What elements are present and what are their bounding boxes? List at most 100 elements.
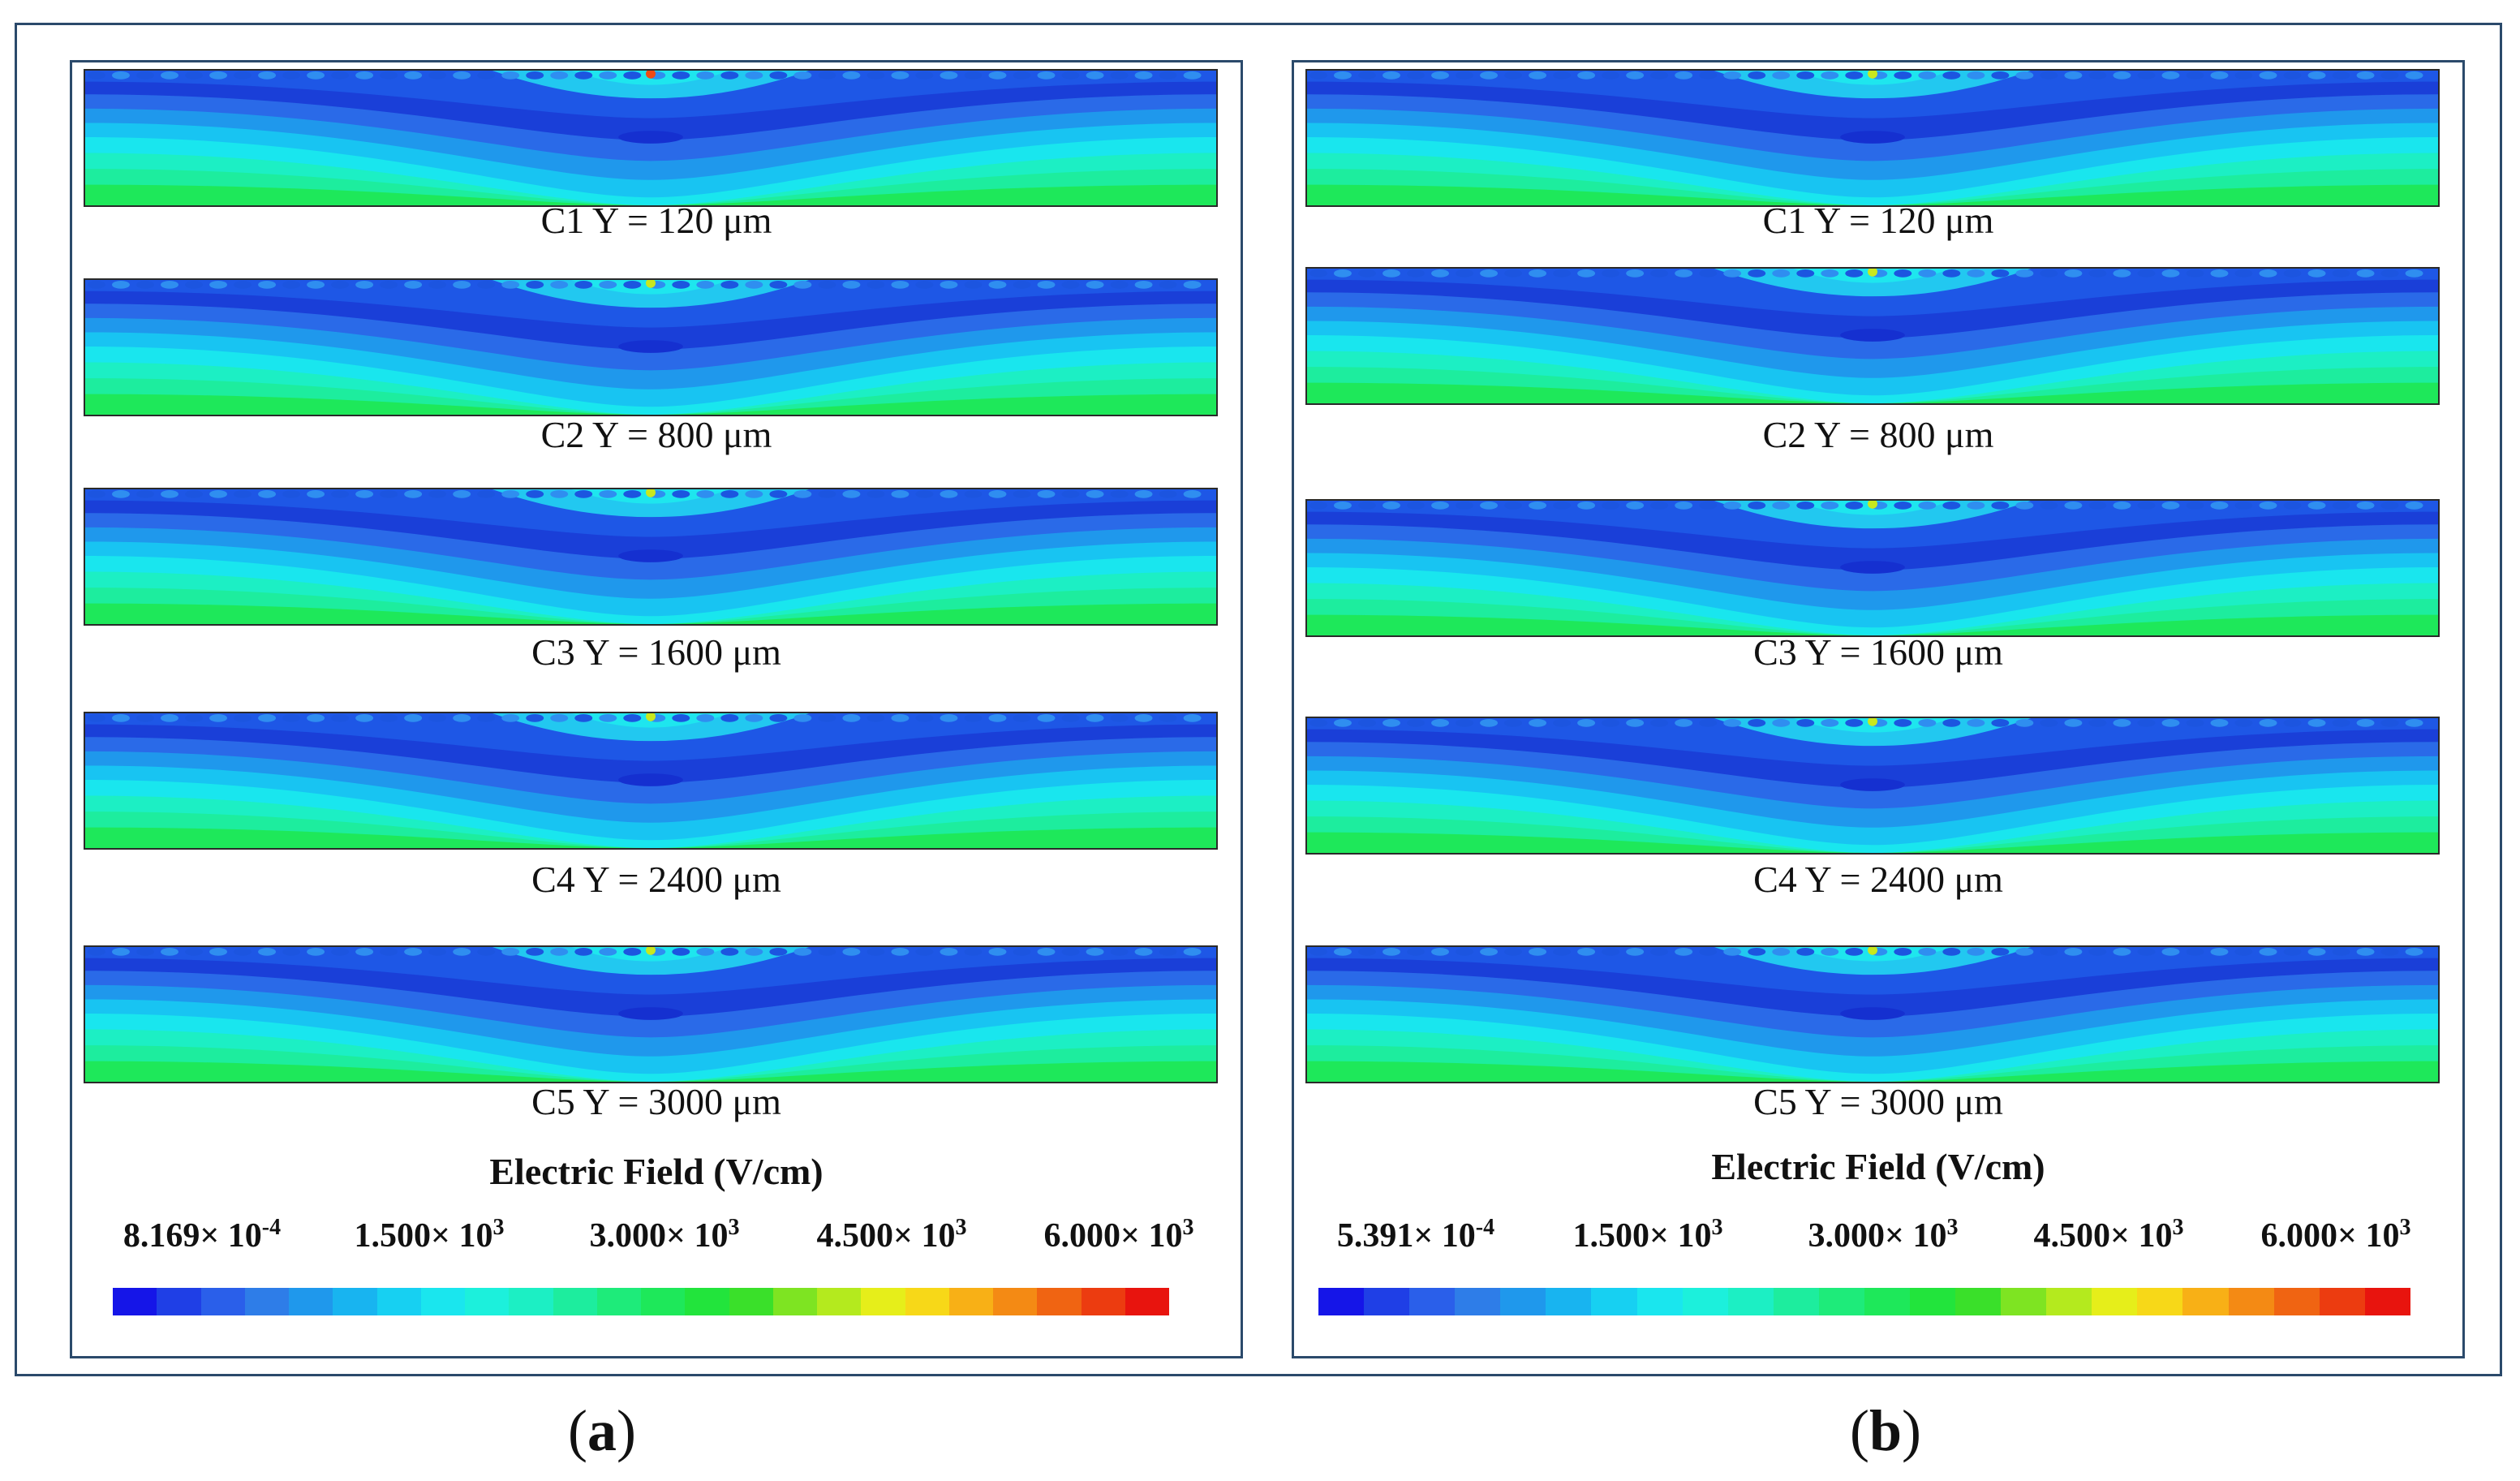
legend-swatch: [200, 1288, 245, 1315]
legend-swatch: [1773, 1288, 1819, 1315]
electrode-bump: [1529, 947, 1547, 956]
electrode-bump: [1110, 489, 1129, 498]
electrode-bump: [2040, 947, 2058, 956]
electrode-bump: [1553, 71, 1572, 80]
electrode-bump: [136, 71, 154, 80]
electrode-bump: [599, 280, 617, 289]
contour-plot-a-c5: [84, 945, 1218, 1083]
electrode-bump: [1431, 718, 1449, 727]
contour-plot-a-c2: [84, 278, 1218, 416]
contour-plot-a-c3: [84, 488, 1218, 626]
electrode-bump: [1529, 71, 1547, 80]
field-contour-svg: [85, 280, 1216, 415]
electrode-bump: [2186, 71, 2204, 80]
legend-swatch: [993, 1288, 1038, 1315]
electrode-bump: [1821, 269, 1839, 278]
field-contour-svg: [85, 947, 1216, 1082]
electrode-bump: [1183, 947, 1202, 956]
electrode-bump: [1723, 501, 1742, 510]
electrode-bump: [258, 947, 277, 956]
field-core: [1840, 1007, 1905, 1020]
panel-a: C1 Y = 120 μm C2 Y = 800 μm C3 Y = 1600 …: [70, 60, 1243, 1358]
electrode-bump: [1650, 269, 1669, 278]
electrode-bump: [2137, 71, 2156, 80]
electrode-bump: [915, 713, 934, 722]
electrode-bump: [1626, 269, 1645, 278]
legend-swatch: [1955, 1288, 2002, 1315]
field-core: [1840, 329, 1905, 342]
electrode-bump: [477, 489, 496, 498]
electrode-bump: [355, 71, 374, 80]
contour-plot-b-c4: [1305, 717, 2440, 855]
electrode-bump: [1602, 947, 1620, 956]
electrode-bump: [161, 489, 178, 498]
electrode-bump: [2161, 71, 2180, 80]
caption-a-c2: C2 Y = 800 μm: [540, 414, 772, 455]
electrode-bump: [282, 947, 301, 956]
electrode-bump: [185, 713, 203, 722]
electrode-bump: [2356, 71, 2375, 80]
field-contour-svg: [85, 71, 1216, 205]
electrode-bump: [2137, 269, 2156, 278]
electrode-bump: [623, 713, 642, 722]
electrode-bump: [1553, 718, 1572, 727]
electrode-bump: [1061, 713, 1080, 722]
electrode-bump: [745, 280, 763, 289]
electrode-bump: [672, 947, 690, 956]
electrode-bump: [1358, 71, 1376, 80]
field-hotspot: [646, 71, 656, 79]
electrode-bump: [1796, 269, 1815, 278]
electrode-bump: [282, 489, 301, 498]
electrode-bump: [161, 71, 178, 80]
electrode-bump: [2380, 947, 2399, 956]
electrode-bump: [1013, 713, 1031, 722]
electrode-bump: [964, 280, 983, 289]
electrode-bump: [1037, 947, 1056, 956]
electrode-bump: [1942, 947, 1961, 956]
electrode-bump: [1431, 947, 1449, 956]
field-core: [1840, 131, 1905, 144]
legend-tick: 4.500× 103: [816, 1215, 967, 1255]
electrode-bump: [2015, 718, 2034, 727]
electrode-bump: [793, 713, 812, 722]
electrode-bump: [1037, 280, 1056, 289]
electrode-bump: [2113, 501, 2131, 510]
electrode-bump: [1334, 71, 1352, 80]
electrode-bump: [720, 947, 739, 956]
electrode-bump: [2064, 718, 2083, 727]
electrode-bump: [1037, 489, 1056, 498]
electrode-bump: [818, 71, 836, 80]
electrode-bump: [1504, 718, 1523, 727]
electrode-bump: [477, 71, 496, 80]
electrode-bump: [1431, 269, 1449, 278]
caption-b-c1: C1 Y = 120 μm: [1762, 200, 1994, 241]
electrode-bump: [87, 71, 105, 80]
electrode-bump: [1383, 718, 1400, 727]
contour-plot-b-c2: [1305, 267, 2440, 405]
electrode-bump: [1796, 947, 1815, 956]
electrode-bump: [2332, 947, 2350, 956]
legend-swatch: [1125, 1288, 1169, 1315]
field-hotspot: [1868, 718, 1877, 726]
electrode-bump: [209, 489, 227, 498]
electrode-bump: [1602, 501, 1620, 510]
contour-band: [85, 394, 1216, 415]
electrode-bump: [623, 947, 642, 956]
electrode-bump: [1504, 71, 1523, 80]
electrode-bump: [623, 280, 642, 289]
electrode-bump: [696, 71, 715, 80]
electrode-bump: [2405, 71, 2423, 80]
electrode-bump: [1504, 269, 1523, 278]
electrode-bump: [526, 280, 544, 289]
electrode-bump: [1383, 501, 1400, 510]
electrode-bump: [1991, 947, 2010, 956]
legend-swatch: [685, 1288, 729, 1315]
electrode-bump: [1967, 269, 1985, 278]
electrode-bump: [1013, 280, 1031, 289]
electrode-bump: [1967, 718, 1985, 727]
electrode-bump: [1037, 713, 1056, 722]
electrode-bump: [1772, 269, 1791, 278]
field-contour-svg: [1307, 501, 2438, 635]
electrode-bump: [2210, 718, 2229, 727]
contour-plot-a-c4: [84, 712, 1218, 850]
